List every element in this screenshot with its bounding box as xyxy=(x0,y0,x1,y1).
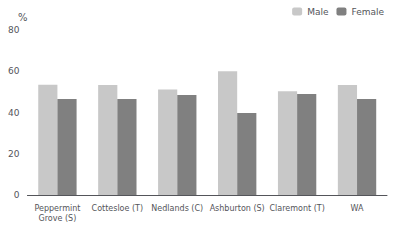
svg-text:Male: Male xyxy=(307,7,329,17)
svg-text:0: 0 xyxy=(14,190,20,200)
svg-text:Peppermint: Peppermint xyxy=(34,204,80,213)
svg-text:Ashburton (S): Ashburton (S) xyxy=(210,204,265,213)
svg-text:%: % xyxy=(18,12,28,23)
svg-text:Cottesloe (T): Cottesloe (T) xyxy=(92,204,144,213)
svg-text:40: 40 xyxy=(8,108,20,118)
svg-text:WA: WA xyxy=(351,204,364,213)
svg-text:80: 80 xyxy=(8,25,20,35)
svg-text:Female: Female xyxy=(351,7,384,17)
svg-text:60: 60 xyxy=(8,66,20,76)
svg-text:Claremont (T): Claremont (T) xyxy=(269,204,324,213)
svg-text:Nedlands (C): Nedlands (C) xyxy=(151,204,203,213)
svg-text:20: 20 xyxy=(8,149,20,159)
svg-text:Grove (S): Grove (S) xyxy=(39,214,77,223)
